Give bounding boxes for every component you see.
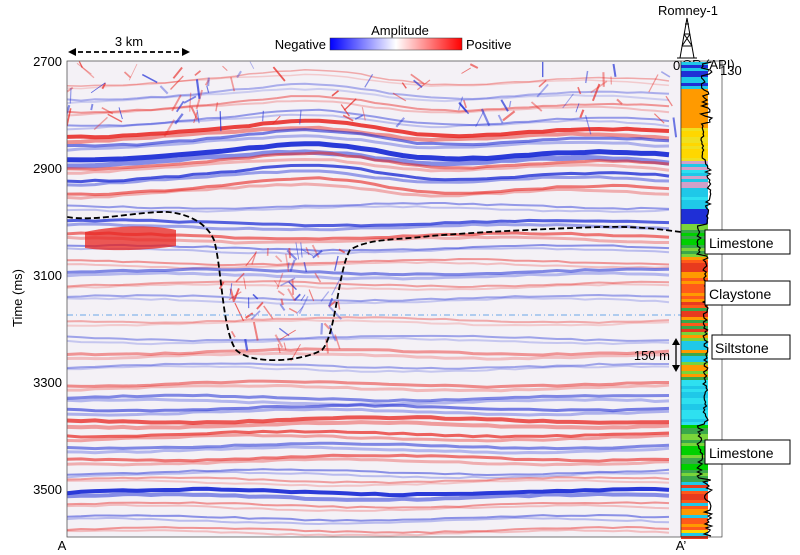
gamma-ray-log [680,60,723,539]
seismic-section [67,61,681,537]
lithology-label: Limestone [709,445,774,461]
lithology-label: Siltstone [715,340,769,356]
log-min-label: 0 [673,58,680,73]
y-tick: 3100 [33,268,62,283]
thickness-label: 150 m [634,348,670,363]
y-tick: 3500 [33,482,62,497]
lithology-label-siltstone: Siltstone [711,334,791,360]
scale-bar: 3 km [68,34,190,56]
seismic-reflectors [67,69,670,537]
channel-outline [67,211,681,362]
y-tick: 2700 [33,54,62,69]
colorbar [329,37,463,51]
chaotic-zone [67,61,678,362]
y-tick: 3300 [33,375,62,390]
y-axis-label: Time (ms) [10,269,25,327]
thickness-marker: 150 m [634,338,680,372]
colorbar-negative-label: Negative [275,37,326,52]
section-start-label: A [58,538,67,553]
lithology-label-claystone: Claystone [704,280,791,306]
y-tick: 2900 [33,161,62,176]
log-max-label: 130 [720,63,742,78]
scale-bar-label: 3 km [115,34,143,49]
lithology-label: Limestone [709,235,774,251]
lithology-label: Claystone [709,286,771,302]
colorbar-title: Amplitude [371,23,429,38]
well-name: Romney-1 [658,3,718,18]
lithology-label-limestone-lower: Limestone [704,439,791,465]
colorbar-positive-label: Positive [466,37,512,52]
derrick-icon [677,17,697,59]
section-end-label: A’ [676,538,687,553]
lithology-label-limestone-upper: Limestone [704,229,791,255]
